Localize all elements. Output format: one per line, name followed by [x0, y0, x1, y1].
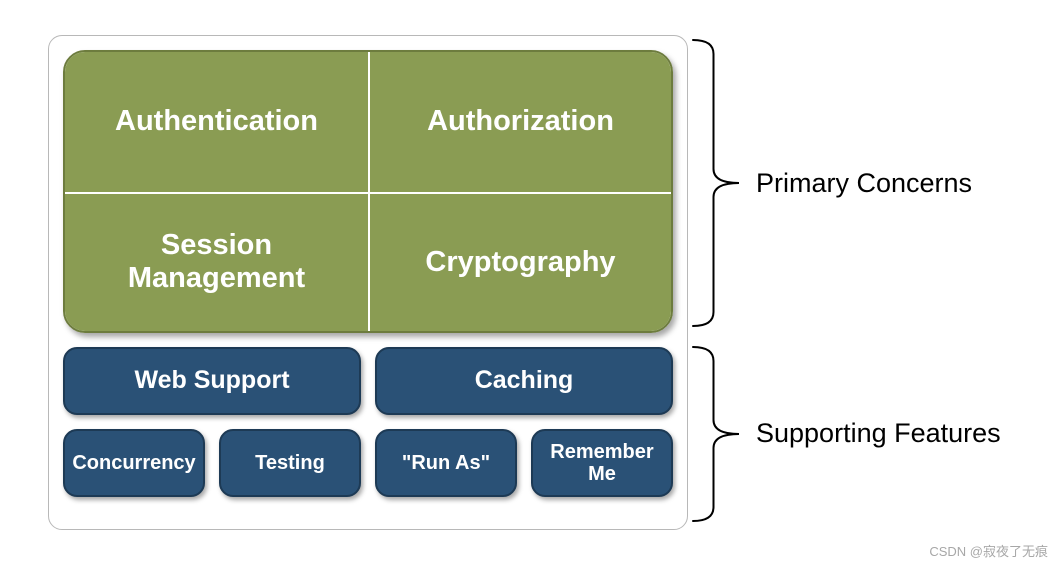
pill-label: Caching	[475, 367, 574, 395]
cell-label: Authorization	[427, 105, 614, 138]
brace-primary-icon	[691, 38, 741, 328]
cell-label: SessionManagement	[128, 229, 305, 296]
pill-label: Web Support	[134, 367, 289, 395]
watermark-text: CSDN @寂夜了无痕	[929, 541, 1048, 560]
cell-session-management: SessionManagement	[65, 192, 368, 332]
pill-testing: Testing	[219, 429, 361, 497]
pill-web-support: Web Support	[63, 347, 361, 415]
pill-label: Concurrency	[72, 452, 195, 474]
pill-remember-me: RememberMe	[531, 429, 673, 497]
cell-authorization: Authorization	[368, 52, 671, 192]
pill-caching: Caching	[375, 347, 673, 415]
supporting-features-block: Web Support Caching Concurrency Testing …	[63, 347, 673, 497]
primary-concerns-grid: Authentication Authorization SessionMana…	[63, 50, 673, 333]
pill-label: Testing	[255, 452, 325, 474]
architecture-frame: Authentication Authorization SessionMana…	[48, 35, 688, 530]
brace-supporting-icon	[691, 345, 741, 523]
pill-label: "Run As"	[402, 452, 490, 474]
supporting-features-label: Supporting Features	[756, 418, 1001, 449]
pill-concurrency: Concurrency	[63, 429, 205, 497]
primary-concerns-label: Primary Concerns	[756, 168, 972, 199]
cell-cryptography: Cryptography	[368, 192, 671, 332]
pill-run-as: "Run As"	[375, 429, 517, 497]
cell-label: Authentication	[115, 105, 318, 138]
supporting-row-2: Concurrency Testing "Run As" RememberMe	[63, 429, 673, 497]
cell-authentication: Authentication	[65, 52, 368, 192]
cell-label: Cryptography	[425, 246, 615, 279]
supporting-row-1: Web Support Caching	[63, 347, 673, 415]
pill-label: RememberMe	[550, 441, 653, 485]
